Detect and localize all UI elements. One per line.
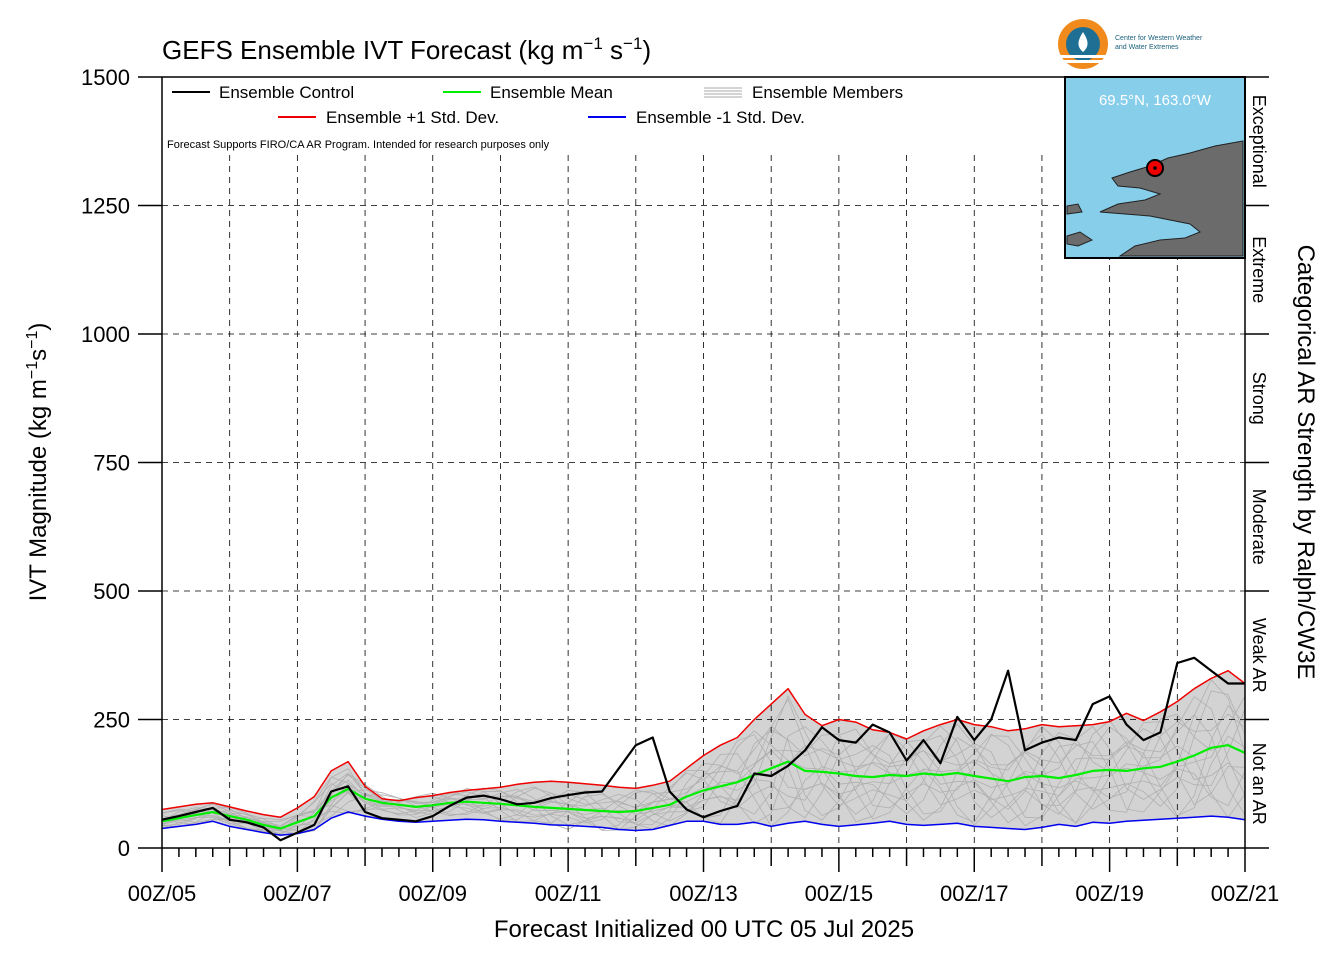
x-tick-label: 00Z/11	[535, 881, 602, 906]
right-axis-label: Categorical AR Strength by Ralph/CW3E	[1292, 245, 1319, 680]
y-tick-label: 500	[93, 579, 130, 604]
plot-area: 0 250 500 750 1000 1250 1500 Not an AR Weak AR Mo…	[81, 65, 1279, 906]
category-label: Not an AR	[1249, 743, 1269, 825]
ensemble-member-line	[161, 695, 1246, 832]
series-line-ensemble-control	[161, 656, 1245, 842]
x-tick-label: 00Z/09	[399, 881, 468, 906]
x-tick-label: 00Z/05	[128, 881, 197, 906]
y-tick-label: 1000	[81, 322, 130, 347]
legend-label-plus-std: Ensemble +1 Std. Dev.	[326, 108, 499, 127]
legend-label-control: Ensemble Control	[219, 83, 354, 102]
category-label: Extreme	[1249, 236, 1269, 303]
x-axis-label: Forecast Initialized 00 UTC 05 Jul 2025	[494, 916, 914, 943]
x-tick-label: 00Z/15	[805, 881, 874, 906]
category-label: Moderate	[1249, 489, 1269, 565]
category-label: Weak AR	[1249, 618, 1269, 693]
ensemble-member-line	[161, 695, 1246, 830]
y-tick-label: 1250	[81, 194, 130, 219]
legend-label-mean: Ensemble Mean	[490, 83, 613, 102]
svg-text:Center for Western Weather: Center for Western Weather	[1115, 35, 1203, 42]
disclaimer-note: Forecast Supports FIRO/CA AR Program. In…	[167, 139, 550, 151]
series-line-ensemble-mean	[161, 744, 1246, 830]
x-tick-label: 00Z/13	[669, 881, 738, 906]
x-tick-label: 00Z/21	[1211, 881, 1280, 906]
legend: Ensemble Control Ensemble Mean Ensemble …	[172, 83, 903, 127]
x-tick-label: 00Z/19	[1075, 881, 1144, 906]
y-axis-label: IVT Magnitude (kg m−1s−1)	[24, 323, 52, 602]
legend-label-members: Ensemble Members	[752, 83, 903, 102]
category-label: Exceptional	[1249, 95, 1269, 188]
chart-title: GEFS Ensemble IVT Forecast (kg m−1 s−1)	[162, 34, 651, 65]
series-line-ensemble-1-std-dev	[161, 811, 1246, 836]
y-tick-label: 750	[93, 451, 130, 476]
y-tick-label: 1500	[81, 65, 130, 90]
svg-text:and Water Extremes: and Water Extremes	[1115, 44, 1179, 51]
legend-label-minus-std: Ensemble -1 Std. Dev.	[636, 108, 805, 127]
y-tick-label: 0	[118, 836, 130, 861]
location-label: 69.5°N, 163.0°W	[1099, 92, 1212, 109]
series-line-ensemble-1-std-dev	[161, 669, 1246, 818]
x-tick-label: 00Z/07	[263, 881, 332, 906]
ensemble-member-line	[161, 708, 1246, 826]
y-tick-label: 250	[93, 708, 130, 733]
category-label: Strong	[1249, 372, 1269, 425]
x-tick-label: 00Z/17	[940, 881, 1009, 906]
legend-swatch-members	[704, 87, 742, 98]
location-inset-map: 69.5°N, 163.0°W	[1064, 76, 1246, 259]
cw3e-logo: Center for Western Weather and Water Ext…	[1058, 19, 1203, 69]
